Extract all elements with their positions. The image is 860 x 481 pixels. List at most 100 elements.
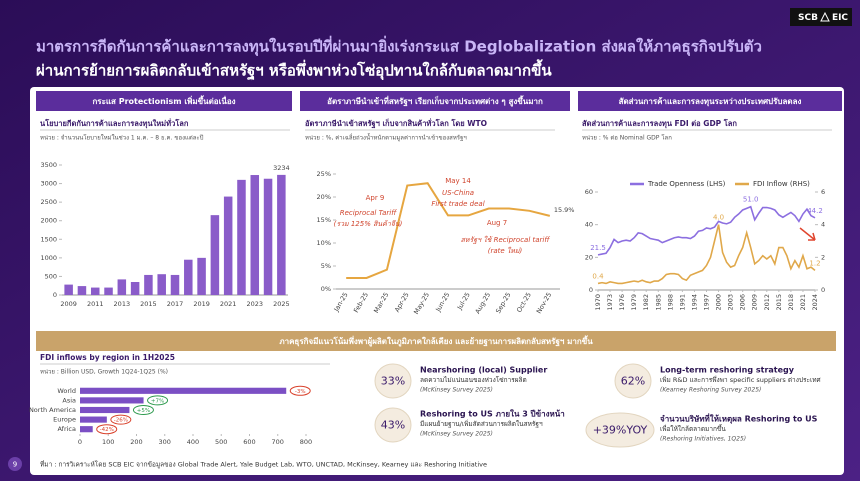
x-tick-label: 2023 [246, 300, 263, 308]
value-label: 4.0 [713, 214, 724, 222]
x-tick-label: 1985 [654, 294, 662, 311]
x-tick-label: 1997 [703, 294, 711, 311]
line [346, 182, 551, 279]
x-tick-label: 1994 [690, 294, 698, 311]
bar [144, 274, 153, 295]
page-badge [8, 457, 22, 471]
chart-title: FDI inflows by region in 1H2025 [40, 353, 175, 362]
x-tick-label: 2017 [167, 300, 184, 308]
annotation: (รวม 125% สินค้าจีน) [334, 220, 403, 228]
legend-label: FDI Inflow (RHS) [753, 180, 810, 188]
y-tick-label: 5% [321, 262, 331, 270]
x-tick-label: 1973 [606, 294, 614, 311]
stat-text: ลดความไม่แน่นอนของห่วงโซ่การผลิต [420, 376, 527, 384]
bar [64, 284, 73, 295]
y-tick-label: North America [29, 406, 76, 414]
x-tick-label: 2025 [273, 300, 290, 308]
bar [90, 287, 100, 295]
y2-tick-label: 6 [821, 188, 825, 196]
bar [223, 196, 233, 295]
annotation: First trade deal [431, 200, 484, 208]
stat-source: (McKinsey Survey 2025) [420, 431, 493, 438]
annotation: Reciprocal Tariff [340, 209, 398, 217]
x-tick-label: 500 [215, 438, 227, 446]
banner: ภาคธุรกิจมีแนวโน้มพึ่งพาผู้ผลิตในภูมิภาค… [279, 335, 593, 347]
stat-badge [374, 407, 412, 443]
legend-label: Trade Openness (LHS) [647, 180, 726, 188]
stat-source: (McKinsey Survey 2025) [420, 387, 493, 394]
growth-badge [96, 424, 118, 435]
y-tick-label: 2000 [40, 217, 57, 225]
y-tick-label: Europe [53, 416, 76, 424]
value-label: 51.0 [743, 196, 759, 204]
y-tick-label: 20% [317, 193, 331, 201]
growth-badge [110, 414, 132, 425]
y-tick-label: 1500 [40, 235, 57, 243]
bar [250, 175, 260, 295]
chart-subtitle: หน่วย : % ต่อ Nominal GDP โลก [582, 134, 672, 142]
x-tick-label: 400 [187, 438, 199, 446]
stat-title: Nearshoring (local) Supplier [420, 366, 547, 375]
chart-title: สัดส่วนการค้าและการลงทุน FDI ต่อ GDP โลก [582, 118, 737, 128]
y2-tick-label: 2 [821, 253, 825, 261]
growth-label: +5% [137, 408, 150, 414]
bar [237, 179, 246, 295]
y-tick-label: 15% [317, 216, 331, 224]
y-tick-label: 2500 [40, 198, 57, 206]
y-tick-label: 3000 [40, 180, 57, 188]
banner-bg [36, 331, 836, 351]
stat-badge [374, 363, 412, 399]
y2-tick-label: 4 [821, 221, 825, 229]
bar [210, 215, 220, 295]
bar [77, 286, 87, 295]
y-tick-label: 10% [317, 239, 331, 247]
bar [80, 397, 144, 404]
bar [117, 279, 127, 295]
bar [157, 274, 166, 295]
x-tick-label: 2011 [87, 300, 104, 308]
x-tick-label: 2021 [799, 294, 807, 311]
x-tick-label: 2013 [114, 300, 131, 308]
bar [130, 282, 140, 295]
value-label: 0.4 [592, 272, 604, 280]
stat-source: (Kearney Reshoring Survey 2025) [660, 387, 761, 394]
logo-left: SCB [798, 13, 818, 23]
stat-value: 43% [381, 419, 405, 432]
value-label: 21.5 [590, 244, 606, 252]
bar [263, 178, 273, 295]
series-line [597, 205, 816, 256]
stat-title: จำนวนบริษัทที่ให้เหตุผล Reshoring to US [660, 413, 818, 425]
logo-box [790, 8, 852, 26]
x-tick-label: 2021 [220, 300, 237, 308]
y-tick-label: World [57, 387, 76, 395]
x-tick-label: 800 [300, 438, 312, 446]
growth-label: -3% [295, 389, 306, 395]
growth-label: -26% [114, 418, 128, 424]
x-tick-label: 2000 [715, 294, 723, 311]
x-tick-label: 1970 [594, 294, 602, 311]
y-tick-label: 3500 [40, 161, 57, 169]
y-tick-label: 60 [585, 188, 593, 196]
x-tick-label: 2019 [193, 300, 210, 308]
bar [277, 174, 286, 295]
panel-header: สัดส่วนการค้าและการลงทุนระหว่างประเทศปรั… [619, 96, 802, 107]
bar [197, 257, 206, 295]
x-tick-label: 1991 [678, 294, 686, 311]
stat-value: +39%YOY [593, 424, 648, 437]
panel-header: กระแส Protectionism เพิ่มขึ้นต่อเนื่อง [92, 95, 235, 106]
stat-text: เพิ่ม R&D และการพึ่งพา specific supplier… [660, 375, 821, 384]
growth-label: -42% [100, 427, 114, 433]
x-tick-label: 1976 [618, 294, 626, 311]
x-tick-label: 2006 [739, 294, 747, 311]
annotation: Aug 7 [487, 219, 507, 227]
stat-text: มีแผนย้ายฐาน/เพิ่มสัดส่วนการผลิตในสหรัฐฯ [420, 419, 543, 428]
value-label: 44.2 [807, 207, 823, 215]
panel-header-bg [36, 91, 292, 111]
bar [80, 416, 107, 423]
arrow [799, 227, 816, 241]
title-line-1: มาตรการกีดกันการค้าและการลงทุนในรอบปีที่… [36, 36, 762, 57]
y-tick-label: 40 [585, 221, 593, 229]
growth-badge [132, 405, 154, 415]
logo-right: EIC [832, 13, 848, 23]
stat-value: 62% [621, 375, 645, 388]
